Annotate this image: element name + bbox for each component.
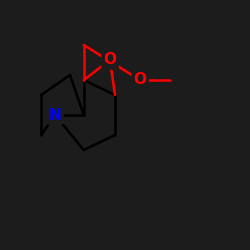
Text: O: O [104,52,117,68]
Text: O: O [134,72,146,88]
Text: N: N [48,108,62,122]
